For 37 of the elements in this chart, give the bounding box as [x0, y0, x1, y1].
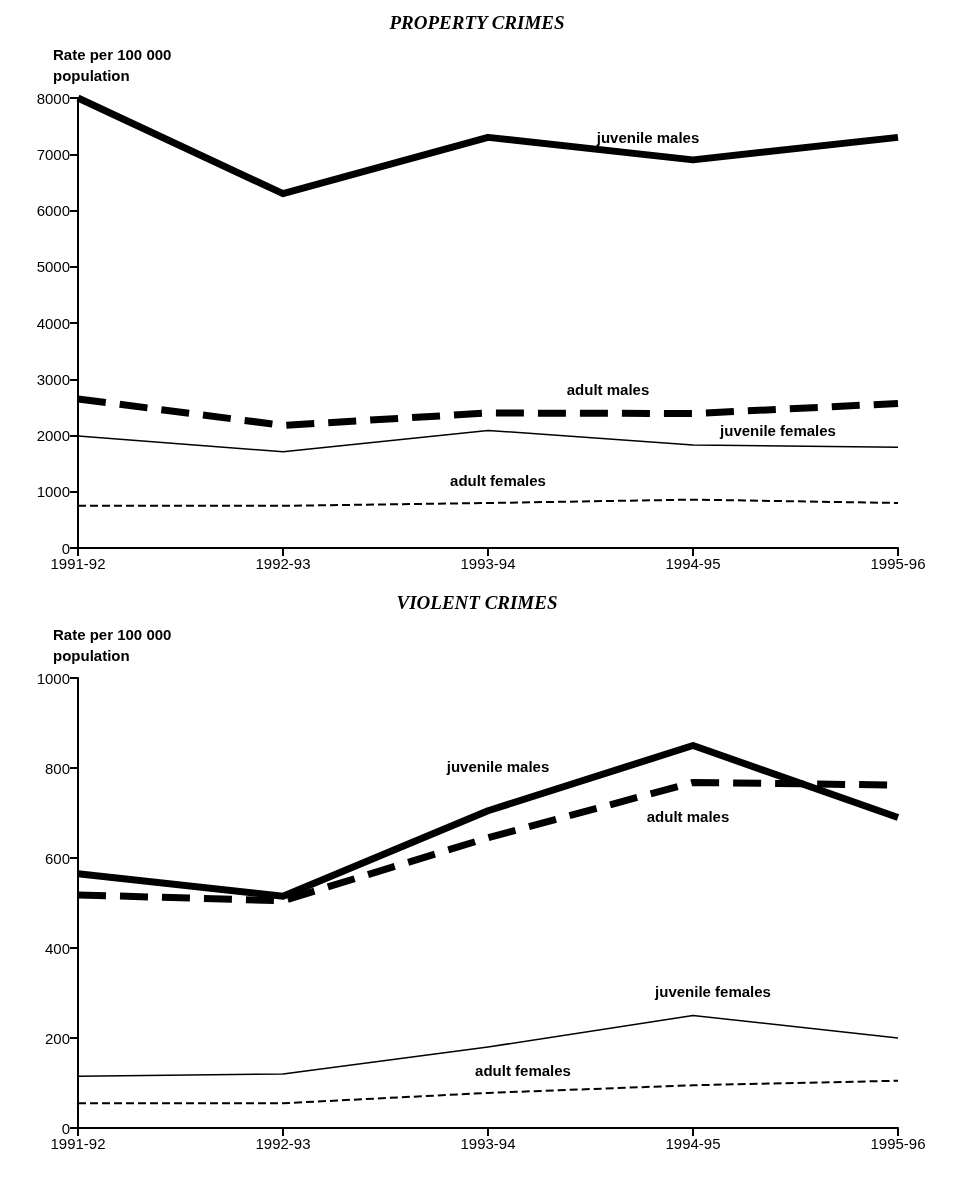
y-tick-label: 200 — [44, 1029, 70, 1047]
y-tick-label: 3000 — [36, 370, 70, 388]
y-tick-label: 7000 — [36, 145, 70, 163]
series-label: adult females — [475, 1061, 571, 1079]
x-tick-label: 1993-94 — [460, 555, 516, 572]
y-tick-label: 400 — [44, 939, 70, 957]
y-tick-label: 5000 — [36, 258, 70, 276]
chart-title: PROPERTY CRIMES — [388, 12, 565, 33]
x-tick-label: 1992-93 — [255, 555, 311, 572]
y-tick-label: 8000 — [36, 89, 70, 107]
x-tick-label: 1991-92 — [50, 1135, 106, 1152]
x-tick-label: 1995-96 — [870, 1135, 926, 1152]
series-label: adult females — [450, 472, 546, 489]
y-tick-label: 4000 — [36, 314, 70, 332]
series-label: juvenile females — [719, 422, 836, 440]
series-label: juvenile females — [654, 982, 771, 1000]
x-tick-label: 1991-92 — [50, 555, 106, 572]
x-tick-label: 1994-95 — [665, 555, 721, 572]
series-label: juvenile males — [445, 757, 550, 775]
y-tick-label: 6000 — [36, 202, 70, 219]
y-tick-label: 0 — [61, 539, 70, 557]
y-tick-label: 600 — [44, 849, 70, 867]
chart-title: VIOLENT CRIMES — [396, 592, 558, 613]
y-tick-label: 2000 — [36, 427, 70, 444]
y-tick-label: 1000 — [36, 483, 70, 501]
y-axis-title: Rate per 100 000 population — [53, 46, 176, 84]
x-tick-label: 1992-93 — [255, 1135, 311, 1152]
x-tick-label: 1994-95 — [665, 1135, 721, 1152]
x-tick-label: 1995-96 — [870, 555, 926, 572]
y-tick-label: 1000 — [36, 669, 70, 687]
series-label: juvenile males — [595, 128, 700, 146]
series-label: adult males — [566, 380, 650, 398]
x-tick-label: 1993-94 — [460, 1135, 516, 1152]
y-tick-label: 800 — [44, 759, 70, 777]
y-axis-title: Rate per 100 000 population — [53, 626, 176, 664]
y-tick-label: 0 — [61, 1119, 70, 1137]
series-label: adult males — [646, 808, 730, 826]
